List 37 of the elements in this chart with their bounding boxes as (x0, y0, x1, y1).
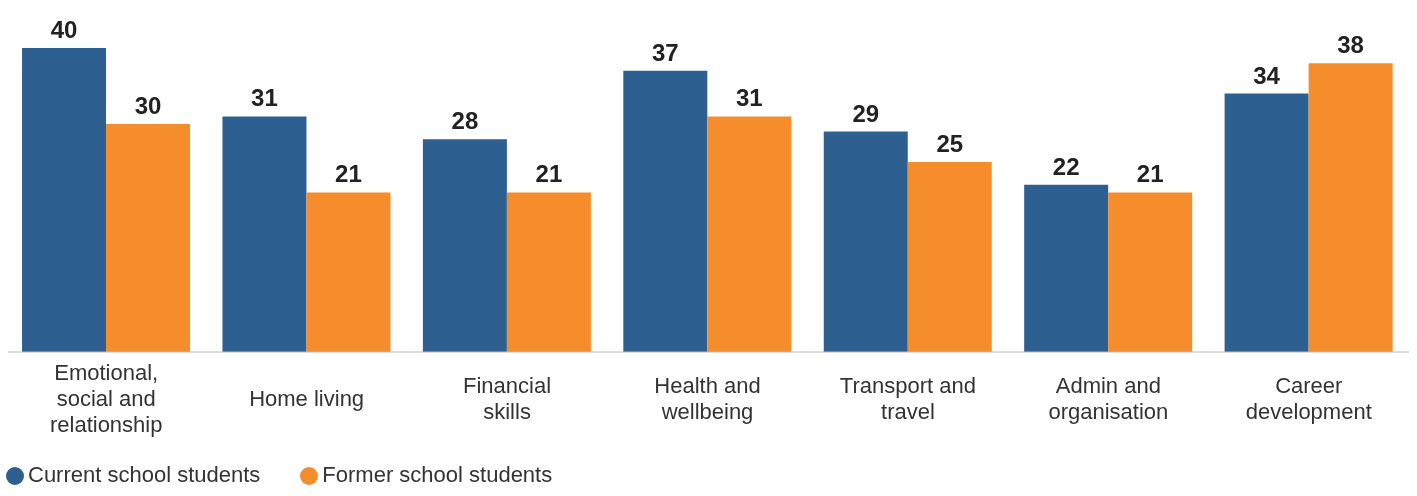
bar (506, 192, 591, 352)
x-tick-label: Career development (1245, 373, 1372, 424)
data-label: 21 (1136, 160, 1164, 188)
bar (1224, 93, 1309, 352)
bar (1024, 184, 1109, 352)
x-tick-label: Financial skills (463, 373, 552, 424)
data-label: 34 (1253, 61, 1281, 89)
data-label: 40 (50, 16, 78, 43)
data-label: 21 (535, 160, 563, 188)
data-label: 31 (735, 84, 763, 112)
bar (1308, 63, 1393, 352)
x-tick-label: Emotional, social and relationship (49, 360, 163, 437)
data-label: 29 (852, 99, 880, 127)
legend-label: Former school students (322, 462, 553, 487)
bar (623, 70, 708, 352)
data-label: 30 (134, 92, 162, 119)
bar (106, 124, 191, 352)
bar (222, 116, 307, 352)
bar (22, 48, 107, 352)
bar (306, 192, 391, 352)
data-label: 22 (1052, 152, 1080, 180)
legend-label: Current school students (28, 462, 261, 487)
data-label: 38 (1337, 31, 1364, 59)
data-label: 37 (651, 38, 679, 66)
bar (907, 162, 992, 352)
x-tick-label: Transport and travel (839, 373, 977, 424)
x-tick-label: Admin and organisation (1048, 373, 1169, 424)
bar (707, 116, 792, 352)
bar (422, 139, 507, 352)
data-label: 21 (335, 160, 362, 188)
x-tick-label: Home living (249, 386, 365, 411)
data-label: 25 (936, 130, 964, 157)
data-label: 31 (251, 84, 278, 112)
bar (823, 131, 908, 352)
bar (1108, 192, 1193, 352)
data-label: 28 (451, 107, 479, 135)
x-tick-label: Health and wellbeing (654, 373, 761, 424)
